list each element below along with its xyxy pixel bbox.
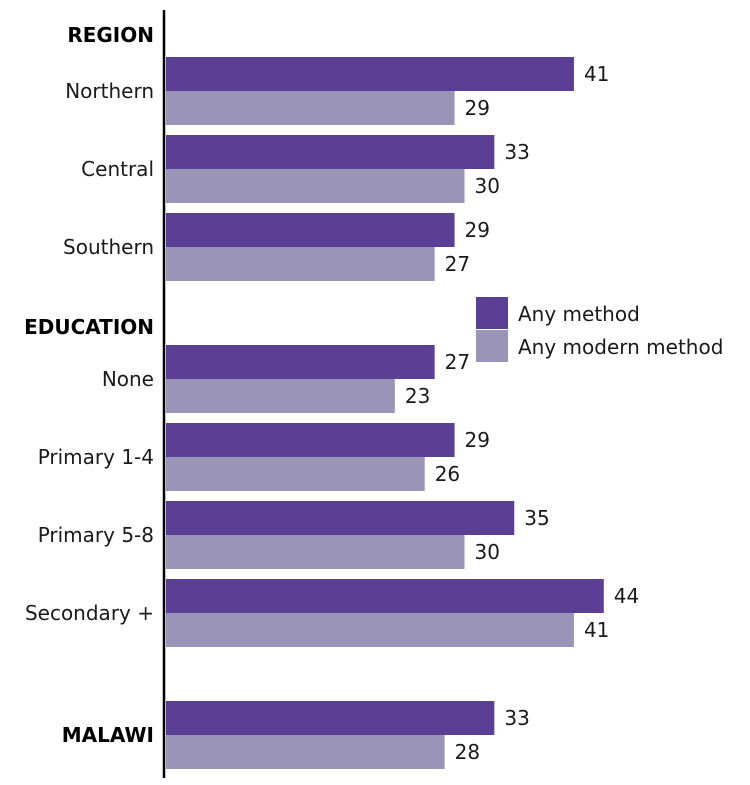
bar-primary-1-4-any-modern-method (166, 457, 425, 491)
category-label-primary-5-8: Primary 5-8 (38, 523, 154, 547)
bar-primary-1-4-any-method (166, 423, 455, 457)
category-label-central: Central (81, 157, 154, 181)
category-label-primary-1-4: Primary 1-4 (38, 445, 154, 469)
data-label-malawi-any-method: 33 (504, 706, 529, 730)
bar-secondary-any-modern-method (166, 613, 574, 647)
category-label-secondary: Secondary + (25, 601, 154, 625)
data-label-central-any-modern-method: 30 (475, 174, 500, 198)
bar-secondary-any-method (166, 579, 604, 613)
category-label-northern: Northern (65, 79, 154, 103)
bar-primary-5-8-any-modern-method (166, 535, 465, 569)
data-label-northern-any-method: 41 (584, 62, 609, 86)
bar-primary-5-8-any-method (166, 501, 515, 535)
bar-central-any-modern-method (166, 169, 465, 203)
bar-northern-any-modern-method (166, 91, 455, 125)
bar-malawi-any-method (166, 701, 495, 735)
data-label-southern-any-modern-method: 27 (445, 252, 470, 276)
category-label-none: None (102, 367, 154, 391)
legend-swatch-any-modern-method (476, 330, 508, 362)
legend-swatch-any-method (476, 297, 508, 329)
legend-label-any-modern-method: Any modern method (518, 335, 723, 359)
data-label-malawi-any-modern-method: 28 (455, 740, 480, 764)
category-label-malawi: MALAWI (62, 723, 154, 747)
bar-none-any-modern-method (166, 379, 395, 413)
legend: Any method Any modern method (476, 297, 723, 362)
data-label-central-any-method: 33 (504, 140, 529, 164)
group-label-region: REGION (67, 23, 154, 47)
data-label-primary-1-4-any-method: 29 (465, 428, 490, 452)
bar-none-any-method (166, 345, 435, 379)
bar-central-any-method (166, 135, 495, 169)
bar-malawi-any-modern-method (166, 735, 445, 769)
bar-northern-any-method (166, 57, 574, 91)
bar-southern-any-modern-method (166, 247, 435, 281)
bar-southern-any-method (166, 213, 455, 247)
data-label-secondary-any-modern-method: 41 (584, 618, 609, 642)
data-label-southern-any-method: 29 (465, 218, 490, 242)
data-label-primary-1-4-any-modern-method: 26 (435, 462, 460, 486)
data-label-primary-5-8-any-method: 35 (524, 506, 549, 530)
bars (166, 57, 604, 769)
category-labels: REGION EDUCATION Northern Central Southern No… (24, 23, 154, 747)
data-label-primary-5-8-any-modern-method: 30 (475, 540, 500, 564)
legend-label-any-method: Any method (518, 302, 640, 326)
group-label-education: EDUCATION (24, 315, 154, 339)
data-label-none-any-method: 27 (445, 350, 470, 374)
category-label-southern: Southern (63, 235, 154, 259)
data-label-secondary-any-method: 44 (614, 584, 639, 608)
data-label-northern-any-modern-method: 29 (465, 96, 490, 120)
data-label-none-any-modern-method: 23 (405, 384, 430, 408)
